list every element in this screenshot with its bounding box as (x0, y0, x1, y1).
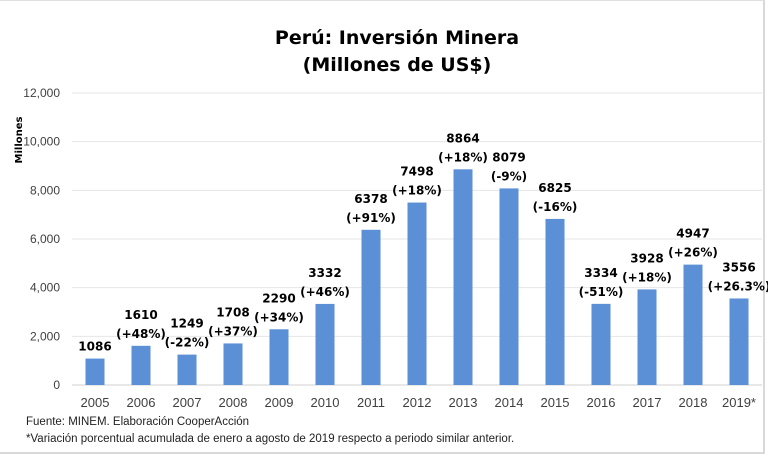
bar-2017 (637, 289, 657, 385)
change-label: (+26.3%) (708, 279, 768, 293)
y-tick-label: 2,000 (30, 329, 60, 343)
bar-2015 (545, 218, 565, 385)
y-tick-label: 8,000 (30, 183, 60, 197)
value-label: 8079 (492, 150, 525, 164)
change-label: (+91%) (346, 211, 396, 225)
source-note: Fuente: MINEM. Elaboración CooperAcción (26, 416, 250, 428)
value-label: 1249 (170, 317, 203, 331)
x-tick-label: 2007 (173, 395, 202, 410)
value-label: 3556 (722, 260, 755, 274)
x-tick-label: 2005 (81, 395, 110, 410)
x-tick-label: 2006 (127, 395, 156, 410)
bar-2019* (729, 298, 749, 385)
bar-2005 (85, 358, 105, 385)
x-tick-label: 2012 (403, 395, 432, 410)
bar-2009 (269, 329, 289, 385)
value-label: 2290 (262, 291, 295, 305)
value-label: 3928 (630, 251, 663, 265)
change-label: (-51%) (579, 285, 624, 299)
change-label: (-9%) (491, 169, 527, 183)
chart-title: Perú: Inversión Minera (275, 27, 519, 49)
y-tick-label: 4,000 (30, 281, 60, 295)
value-label: 6378 (354, 192, 387, 206)
change-label: (+18%) (622, 270, 672, 284)
bar-2013 (453, 169, 473, 385)
value-label: 3334 (584, 266, 617, 280)
x-tick-label: 2009 (265, 395, 294, 410)
bar-2011 (361, 229, 381, 385)
x-tick-label: 2015 (541, 395, 570, 410)
footnote: *Variación porcentual acumulada de enero… (26, 433, 515, 445)
x-tick-label: 2010 (311, 395, 340, 410)
change-label: (+46%) (300, 285, 350, 299)
value-label: 3332 (308, 266, 341, 280)
value-label: 1610 (124, 308, 157, 322)
y-tick-label: 0 (53, 378, 60, 392)
change-label: (+37%) (208, 324, 258, 338)
bar-2008 (223, 343, 243, 385)
x-tick-label: 2008 (219, 395, 248, 410)
change-label: (-16%) (533, 200, 578, 214)
value-label: 7498 (400, 165, 433, 179)
bar-2014 (499, 188, 519, 385)
change-label: (+18%) (392, 184, 442, 198)
bar-2018 (683, 264, 703, 385)
y-axis-label: Millones (14, 116, 25, 163)
change-label: (+26%) (668, 246, 718, 260)
x-tick-label: 2016 (587, 395, 616, 410)
change-label: (+34%) (254, 310, 304, 324)
x-tick-label: 2014 (495, 395, 524, 410)
change-label: (+48%) (116, 327, 166, 341)
bar-2007 (177, 354, 197, 385)
y-tick-label: 10,000 (23, 135, 60, 149)
bar-2010 (315, 303, 335, 385)
value-label: 1708 (216, 305, 249, 319)
x-tick-label: 2018 (679, 395, 708, 410)
bar-2006 (131, 345, 151, 385)
chart-subtitle: (Millones de US$) (303, 54, 492, 76)
value-label: 8864 (446, 131, 479, 145)
bar-2016 (591, 303, 611, 385)
x-tick-label: 2011 (357, 395, 385, 410)
bar-2012 (407, 202, 427, 385)
change-label: (-22%) (165, 336, 210, 350)
x-tick-label: 2013 (449, 395, 478, 410)
value-label: 6825 (538, 181, 571, 195)
change-label: (+18%) (438, 150, 488, 164)
value-label: 1086 (78, 340, 111, 354)
y-tick-label: 12,000 (23, 86, 60, 100)
value-label: 4947 (676, 227, 709, 241)
y-tick-label: 6,000 (30, 232, 60, 246)
x-tick-label: 2019* (722, 395, 756, 410)
x-tick-label: 2017 (633, 395, 662, 410)
